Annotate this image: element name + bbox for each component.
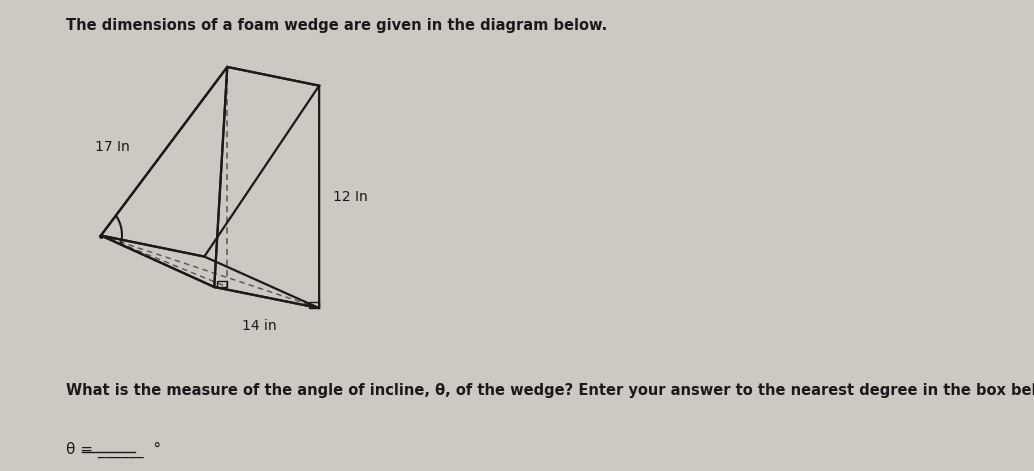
Text: The dimensions of a foam wedge are given in the diagram below.: The dimensions of a foam wedge are given… [66,18,608,33]
Text: 14 in: 14 in [242,318,276,333]
Text: 17 In: 17 In [95,139,129,154]
Text: What is the measure of the angle of incline, θ, of the wedge? Enter your answer : What is the measure of the angle of incl… [66,383,1034,398]
Text: 12 In: 12 In [333,190,368,204]
Text: θ = ______  °: θ = ______ ° [66,441,161,458]
